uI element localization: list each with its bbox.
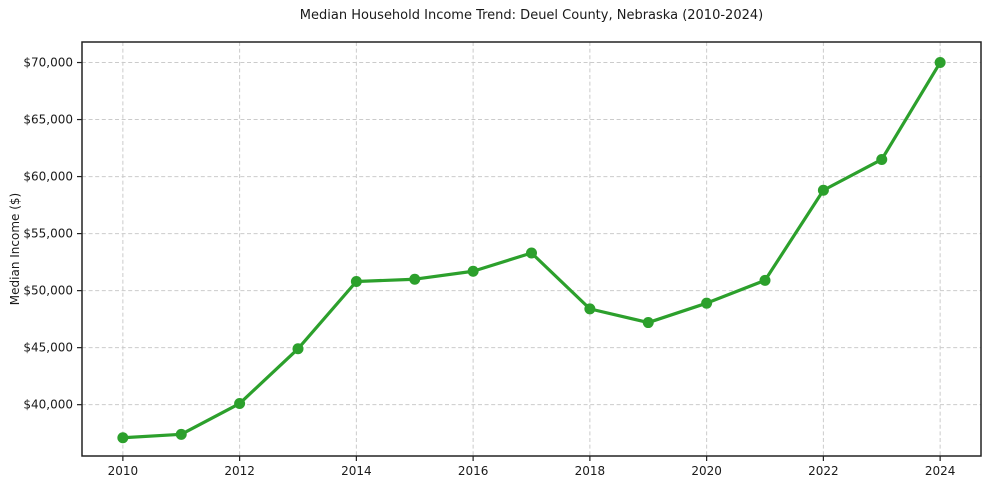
x-tick-label: 2014: [341, 464, 372, 478]
data-point-2015: [409, 273, 421, 285]
data-point-2016: [467, 265, 479, 277]
data-point-2023: [876, 153, 888, 165]
data-point-2022: [817, 184, 829, 196]
x-tick-label: 2010: [108, 464, 139, 478]
data-point-2018: [584, 303, 596, 315]
data-point-2011: [175, 428, 187, 440]
data-point-2017: [526, 247, 537, 259]
chart-title: Median Household Income Trend: Deuel Cou…: [299, 8, 764, 23]
data-point-2019: [642, 317, 654, 329]
y-tick-label: $40,000: [23, 398, 73, 412]
y-tick-label: $70,000: [23, 56, 73, 70]
y-tick-label: $65,000: [23, 113, 73, 127]
data-point-2021: [759, 274, 771, 286]
data-point-2012: [234, 398, 246, 410]
x-tick-label: 2016: [458, 464, 489, 478]
plot-border: [81, 41, 982, 457]
data-point-2020: [701, 297, 713, 309]
x-tick-label: 2022: [808, 464, 839, 478]
y-tick-label: $60,000: [23, 170, 73, 184]
y-tick-label: $50,000: [23, 284, 73, 298]
data-point-2013: [292, 343, 304, 355]
data-point-2024: [934, 57, 946, 69]
x-tick-label: 2020: [691, 464, 722, 478]
x-tick-label: 2018: [575, 464, 606, 478]
y-tick-label: $55,000: [23, 227, 73, 241]
y-tick-label: $45,000: [23, 341, 73, 355]
x-tick-label: 2012: [224, 464, 255, 478]
x-tick-label: 2024: [925, 464, 956, 478]
data-point-2010: [117, 432, 129, 444]
data-point-2014: [350, 276, 362, 288]
